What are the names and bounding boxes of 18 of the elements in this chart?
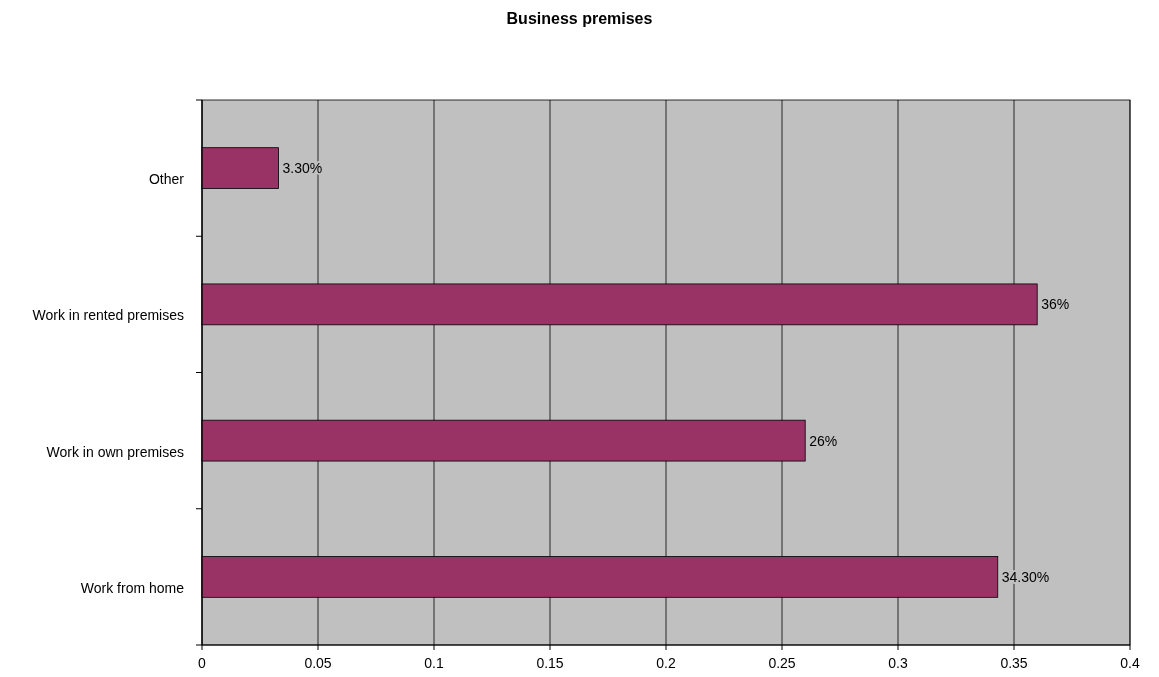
x-tick-label: 0.3	[888, 655, 908, 671]
x-tick-label: 0.35	[1000, 655, 1028, 671]
x-tick-label: 0.1	[424, 655, 444, 671]
x-tick-label: 0.05	[304, 655, 332, 671]
data-label: 36%	[1041, 296, 1070, 313]
x-tick-label: 0.25	[768, 655, 796, 671]
y-tick-label: Other	[148, 171, 185, 188]
chart-title: Business premises	[506, 10, 653, 27]
x-tick-label: 0	[198, 655, 207, 671]
data-label: 26%	[809, 432, 838, 449]
x-tick-label: 0.4	[1120, 655, 1140, 671]
y-tick-label: Work in rented premises	[32, 307, 184, 324]
x-tick-label: 0.2	[656, 655, 676, 671]
y-tick-label: Work in own premises	[46, 443, 184, 460]
data-label: 3.30%	[282, 160, 323, 177]
data-label: 34.30%	[1001, 568, 1050, 585]
y-tick-label: Work from home	[80, 579, 185, 596]
x-tick-label: 0.15	[536, 655, 564, 671]
